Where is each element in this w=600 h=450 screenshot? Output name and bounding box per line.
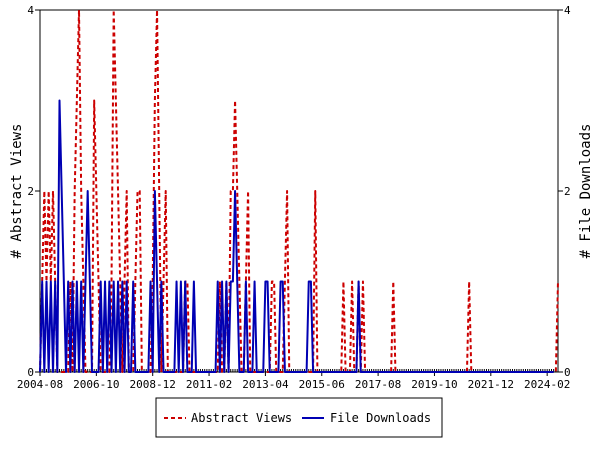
y-left-tick-label: 0 bbox=[27, 366, 34, 379]
x-tick-label: 2021-12 bbox=[468, 378, 514, 391]
y-right-tick-label: 4 bbox=[564, 4, 571, 17]
x-tick-label: 2015-06 bbox=[299, 378, 345, 391]
x-axis-labels: 2004-08 2006-10 2008-12 2011-02 2013-04 2015-… bbox=[17, 378, 571, 391]
series-line-file-downloads bbox=[39, 99, 554, 373]
y-left-tick-label: 2 bbox=[27, 185, 34, 198]
legend-label-file-downloads: File Downloads bbox=[330, 411, 431, 425]
y-axis-title-right: # File Downloads bbox=[578, 124, 594, 259]
y-axis-ticks bbox=[35, 9, 563, 373]
y-right-tick-label: 2 bbox=[564, 185, 571, 198]
series-line-abstract-views bbox=[39, 9, 559, 373]
x-tick-label: 2004-08 bbox=[17, 378, 63, 391]
legend-label-abstract-views: Abstract Views bbox=[191, 411, 292, 425]
x-tick-label: 2008-12 bbox=[130, 378, 176, 391]
y-axis-title-left: # Abstract Views bbox=[9, 124, 25, 259]
series-group bbox=[39, 9, 559, 373]
x-tick-label: 2024-02 bbox=[524, 378, 570, 391]
x-tick-label: 2006-10 bbox=[73, 378, 119, 391]
x-tick-label: 2019-10 bbox=[411, 378, 457, 391]
legend-box bbox=[155, 397, 443, 438]
x-tick-label: 2017-08 bbox=[355, 378, 401, 391]
y-left-tick-label: 4 bbox=[27, 4, 34, 17]
legend: Abstract Views File Downloads bbox=[155, 397, 443, 438]
y-right-tick-label: 0 bbox=[564, 366, 571, 379]
x-tick-label: 2011-02 bbox=[186, 378, 232, 391]
y-axis-labels: 0 0 2 2 4 4 bbox=[27, 4, 571, 379]
x-tick-label: 2013-04 bbox=[242, 378, 289, 391]
